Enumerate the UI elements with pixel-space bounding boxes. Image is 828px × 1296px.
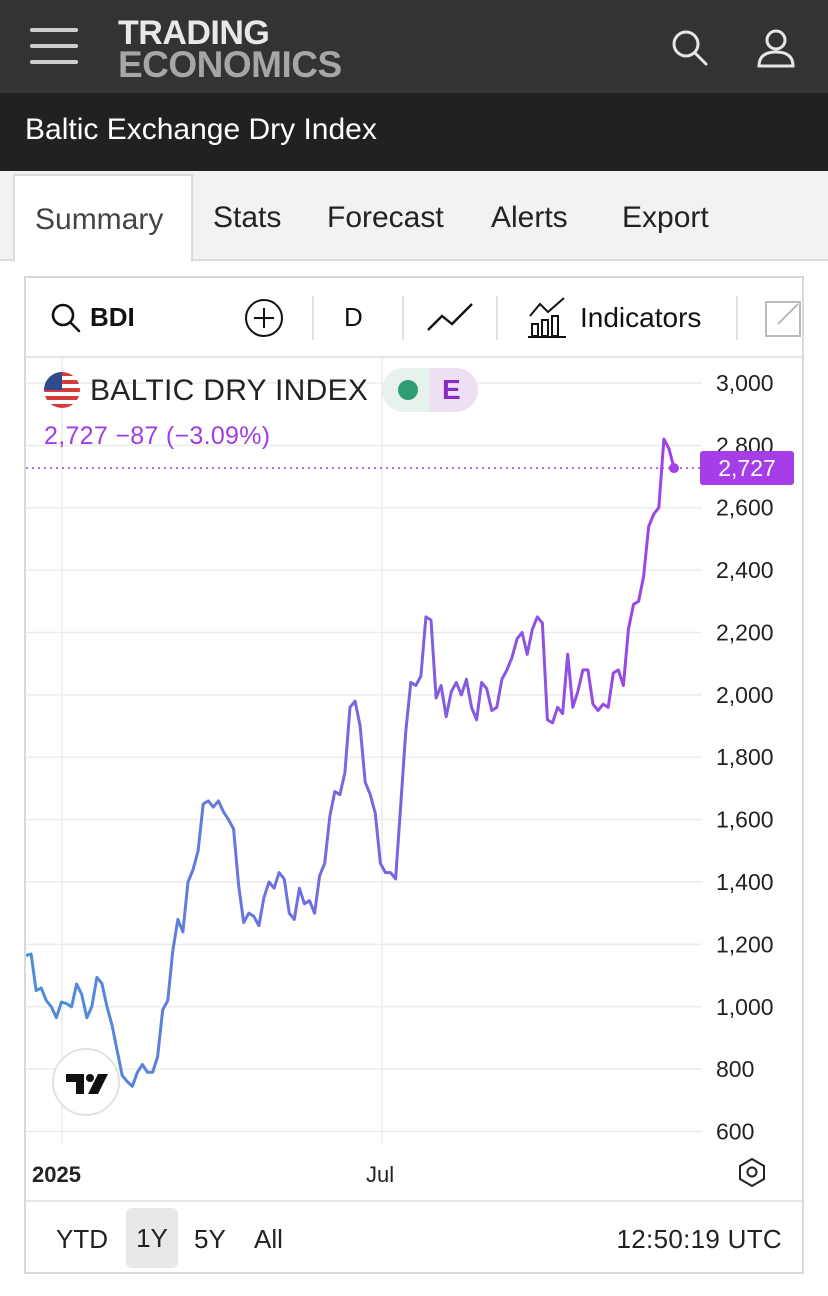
price-change: 2,727 −87 (−3.09%) xyxy=(44,422,270,451)
compare-add-icon[interactable] xyxy=(244,298,284,343)
y-tick-label: 600 xyxy=(716,1119,754,1145)
hamburger-icon[interactable] xyxy=(30,28,78,64)
y-tick-label: 2,600 xyxy=(716,495,774,521)
y-tick-label: 1,800 xyxy=(716,744,774,770)
us-flag-icon xyxy=(44,372,80,408)
chart-widget: BDI D Indicators 600 800 1,000 1,200 1,400 1,… xyxy=(24,276,804,1274)
chart-type-line-icon[interactable] xyxy=(426,300,474,339)
indicators-button[interactable]: Indicators xyxy=(580,302,702,333)
y-tick-label: 1,600 xyxy=(716,807,774,833)
market-status-dot xyxy=(398,380,418,400)
toolbar-divider xyxy=(402,296,404,340)
y-tick-label: 2,400 xyxy=(716,557,774,583)
tab-summary[interactable]: Summary xyxy=(13,174,193,262)
exchange-badge: E xyxy=(442,374,461,405)
y-tick-label: 2,000 xyxy=(716,682,774,708)
y-tick-label: 800 xyxy=(716,1056,754,1082)
y-tick-label: 2,200 xyxy=(716,619,774,645)
y-tick-label: 3,000 xyxy=(716,370,774,396)
status-pill[interactable]: E xyxy=(382,368,478,412)
change-percent: (−3.09%) xyxy=(165,422,271,450)
last-value: 2,727 xyxy=(44,422,109,450)
y-tick-label: 1,000 xyxy=(716,994,774,1020)
logo-line1: TRADING xyxy=(118,14,270,52)
fullscreen-icon[interactable] xyxy=(764,298,802,343)
x-tick-label: 2025 xyxy=(32,1162,81,1187)
last-price-dot xyxy=(669,463,679,474)
last-price-label: 2,727 xyxy=(700,451,794,486)
range-bar: YTD 1Y 5Y All 12:50:19 UTC xyxy=(26,1200,802,1274)
tab-alerts[interactable]: Alerts xyxy=(491,201,568,234)
symbol-search-icon[interactable] xyxy=(50,302,82,339)
site-logo[interactable]: TRADING ECONOMICS xyxy=(118,14,342,85)
chart-settings-icon[interactable] xyxy=(739,1157,765,1188)
y-tick-label: 1,200 xyxy=(716,931,774,957)
logo-line2: ECONOMICS xyxy=(118,44,342,85)
range-1y[interactable]: 1Y xyxy=(126,1208,178,1268)
range-ytd[interactable]: YTD xyxy=(56,1224,108,1254)
toolbar-divider xyxy=(312,296,314,340)
toolbar-divider xyxy=(736,296,738,340)
symbol-label[interactable]: BDI xyxy=(90,302,135,332)
clock-readout: 12:50:19 UTC xyxy=(616,1224,782,1254)
range-all[interactable]: All xyxy=(254,1224,283,1254)
tab-export[interactable]: Export xyxy=(622,201,709,234)
tab-forecast[interactable]: Forecast xyxy=(327,201,444,234)
tab-stats[interactable]: Stats xyxy=(213,201,282,234)
toolbar-divider xyxy=(496,296,498,340)
tradingview-logo-icon[interactable] xyxy=(52,1048,120,1116)
range-5y[interactable]: 5Y xyxy=(194,1224,226,1254)
page-title: Baltic Exchange Dry Index xyxy=(25,113,377,146)
x-tick-label: Jul xyxy=(366,1162,394,1187)
y-tick-label: 1,400 xyxy=(716,869,774,895)
top-bar: TRADING ECONOMICS xyxy=(0,0,828,93)
user-icon[interactable] xyxy=(756,28,796,68)
search-icon[interactable] xyxy=(670,28,710,68)
interval-selector[interactable]: D xyxy=(344,302,363,332)
series-name: BALTIC DRY INDEX xyxy=(90,374,369,407)
change-value: −87 xyxy=(115,422,159,450)
title-bar: Baltic Exchange Dry Index xyxy=(0,93,828,171)
tab-bar: Summary Stats Forecast Alerts Export xyxy=(0,171,828,262)
chart-toolbar: BDI D Indicators xyxy=(26,278,802,358)
indicators-icon[interactable] xyxy=(528,296,568,343)
price-chart[interactable]: 600 800 1,000 1,200 1,400 1,600 1,800 2,000 2,20… xyxy=(26,278,802,1198)
series-line xyxy=(26,437,676,1088)
